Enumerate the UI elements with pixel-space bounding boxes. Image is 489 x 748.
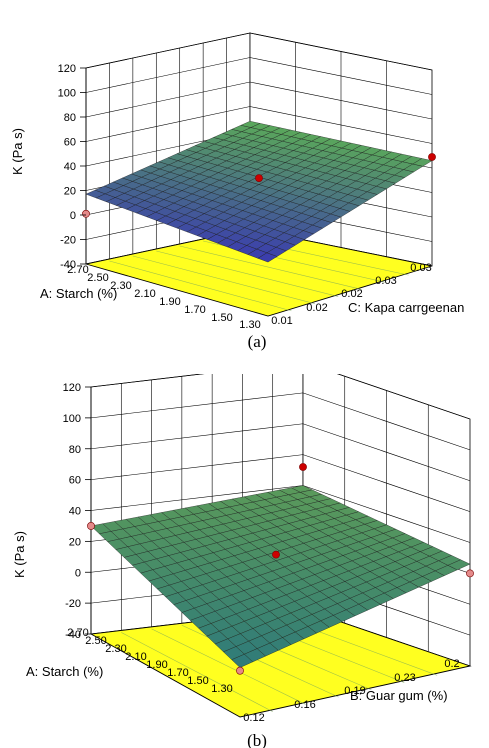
wall-gridline [85,106,433,144]
z-tick-label: 100 [63,413,81,425]
x-tick-label: 1.70 [184,304,205,316]
contour-line [132,255,315,305]
x-tick-label: 2.70 [67,264,88,276]
wall-gridline [85,81,433,120]
response-surface-plot-b: 120 100 80 60 40 20 0 -20 -40 K (Pa s) 2.70 2.50 2.3… [0,374,489,748]
design-point-right [428,153,436,161]
y-tick-label: 0.2 [444,658,459,670]
y-axis-title: B: Guar gum (%) [350,688,448,703]
response-surface-plot-a: 120 100 80 60 40 20 0 -20 -40 K (Pa s) 2.70 2.50 2.3… [10,32,464,351]
z-tick-label: 60 [69,475,81,487]
z-axis-title: K (Pa s) [12,531,27,578]
z-tick-label: -40 [60,259,76,271]
contour-line [121,632,273,712]
z-axis-title: K (Pa s) [10,128,25,175]
z-tick-label: 80 [69,444,81,456]
design-point-left [82,209,90,218]
z-tick-label: 120 [63,382,81,394]
contour-plane [85,228,433,317]
x-tick-label: 2.10 [134,288,155,300]
z-tick-label: 0 [70,210,76,222]
design-point-left [87,522,95,530]
z-tick-label: 20 [64,186,76,198]
z-tick-label: 120 [58,63,76,75]
z-tick-label: -20 [60,235,76,247]
wall-gridline [85,57,433,95]
surface-chart-b: 120 100 80 60 40 20 0 -20 -40 K (Pa s) 2.702.502.3… [12,374,474,748]
design-point-center [272,550,280,559]
z-tick-label: 0 [75,567,81,579]
x-tick-label: 2.30 [105,643,126,655]
x-axis-title: A: Starch (%) [40,286,117,301]
contour-line [109,260,292,312]
z-tick-label: 20 [69,536,81,548]
z-tick-label: 80 [64,112,76,124]
contour-line [179,245,362,290]
contour-line [156,250,339,297]
x-tick-label: 1.90 [159,296,180,308]
y-tick-label: 0.02 [341,288,362,300]
wall-gridline [85,32,433,71]
x-axis-title: A: Starch (%) [26,664,103,679]
y-tick-label: 0.23 [394,672,415,684]
x-tick-label: 1.30 [239,319,260,331]
x-tick-label: 1.50 [187,675,208,687]
y-tick-label: 0.19 [344,685,365,697]
surface-chart-a: 120 100 80 60 40 20 0 -20 -40 K (Pa s) 2.702.502.3… [10,32,464,351]
wall-gridline [90,423,471,482]
design-point-center [255,174,263,182]
z-tick-label: 100 [58,88,76,100]
wall-gridline [90,454,471,512]
y-tick-label: 0.16 [294,699,315,711]
figure-caption: (b) [247,731,267,748]
x-tick-label: 1.50 [211,312,232,324]
figure-caption: (a) [248,332,267,351]
x-tick-label: 1.30 [211,683,232,695]
y-tick-label: 0.01 [271,315,292,327]
z-tick-label: 40 [69,506,81,518]
contour-line [151,628,306,705]
design-point-bottom [236,666,244,675]
y-tick-label: 0.03 [375,275,396,287]
x-tick-label: 2.50 [87,272,108,284]
x-tick-label: 2.30 [110,280,131,292]
y-tick-label: 0.03 [410,262,431,274]
x-tick-label: 2.70 [67,627,88,639]
wall-gridline [90,374,471,420]
z-tick-label: 40 [64,161,76,173]
surface-cell [447,559,471,571]
x-tick-label: 1.90 [146,659,167,671]
z-tick-label: 60 [64,137,76,149]
x-tick-label: 1.70 [167,667,188,679]
x-tick-label: 2.50 [85,635,106,647]
z-tick-label: -40 [65,629,81,641]
wall-gridline [90,392,471,451]
design-point-top [299,463,307,471]
y-axis-title: C: Kapa carrgeenan [348,300,464,315]
design-point-right [466,569,474,578]
x-tick-label: 2.10 [125,651,146,663]
y-tick-label: 0.02 [306,302,327,314]
y-tick-label: 0.12 [243,712,264,724]
z-tick-label: -20 [65,598,81,610]
